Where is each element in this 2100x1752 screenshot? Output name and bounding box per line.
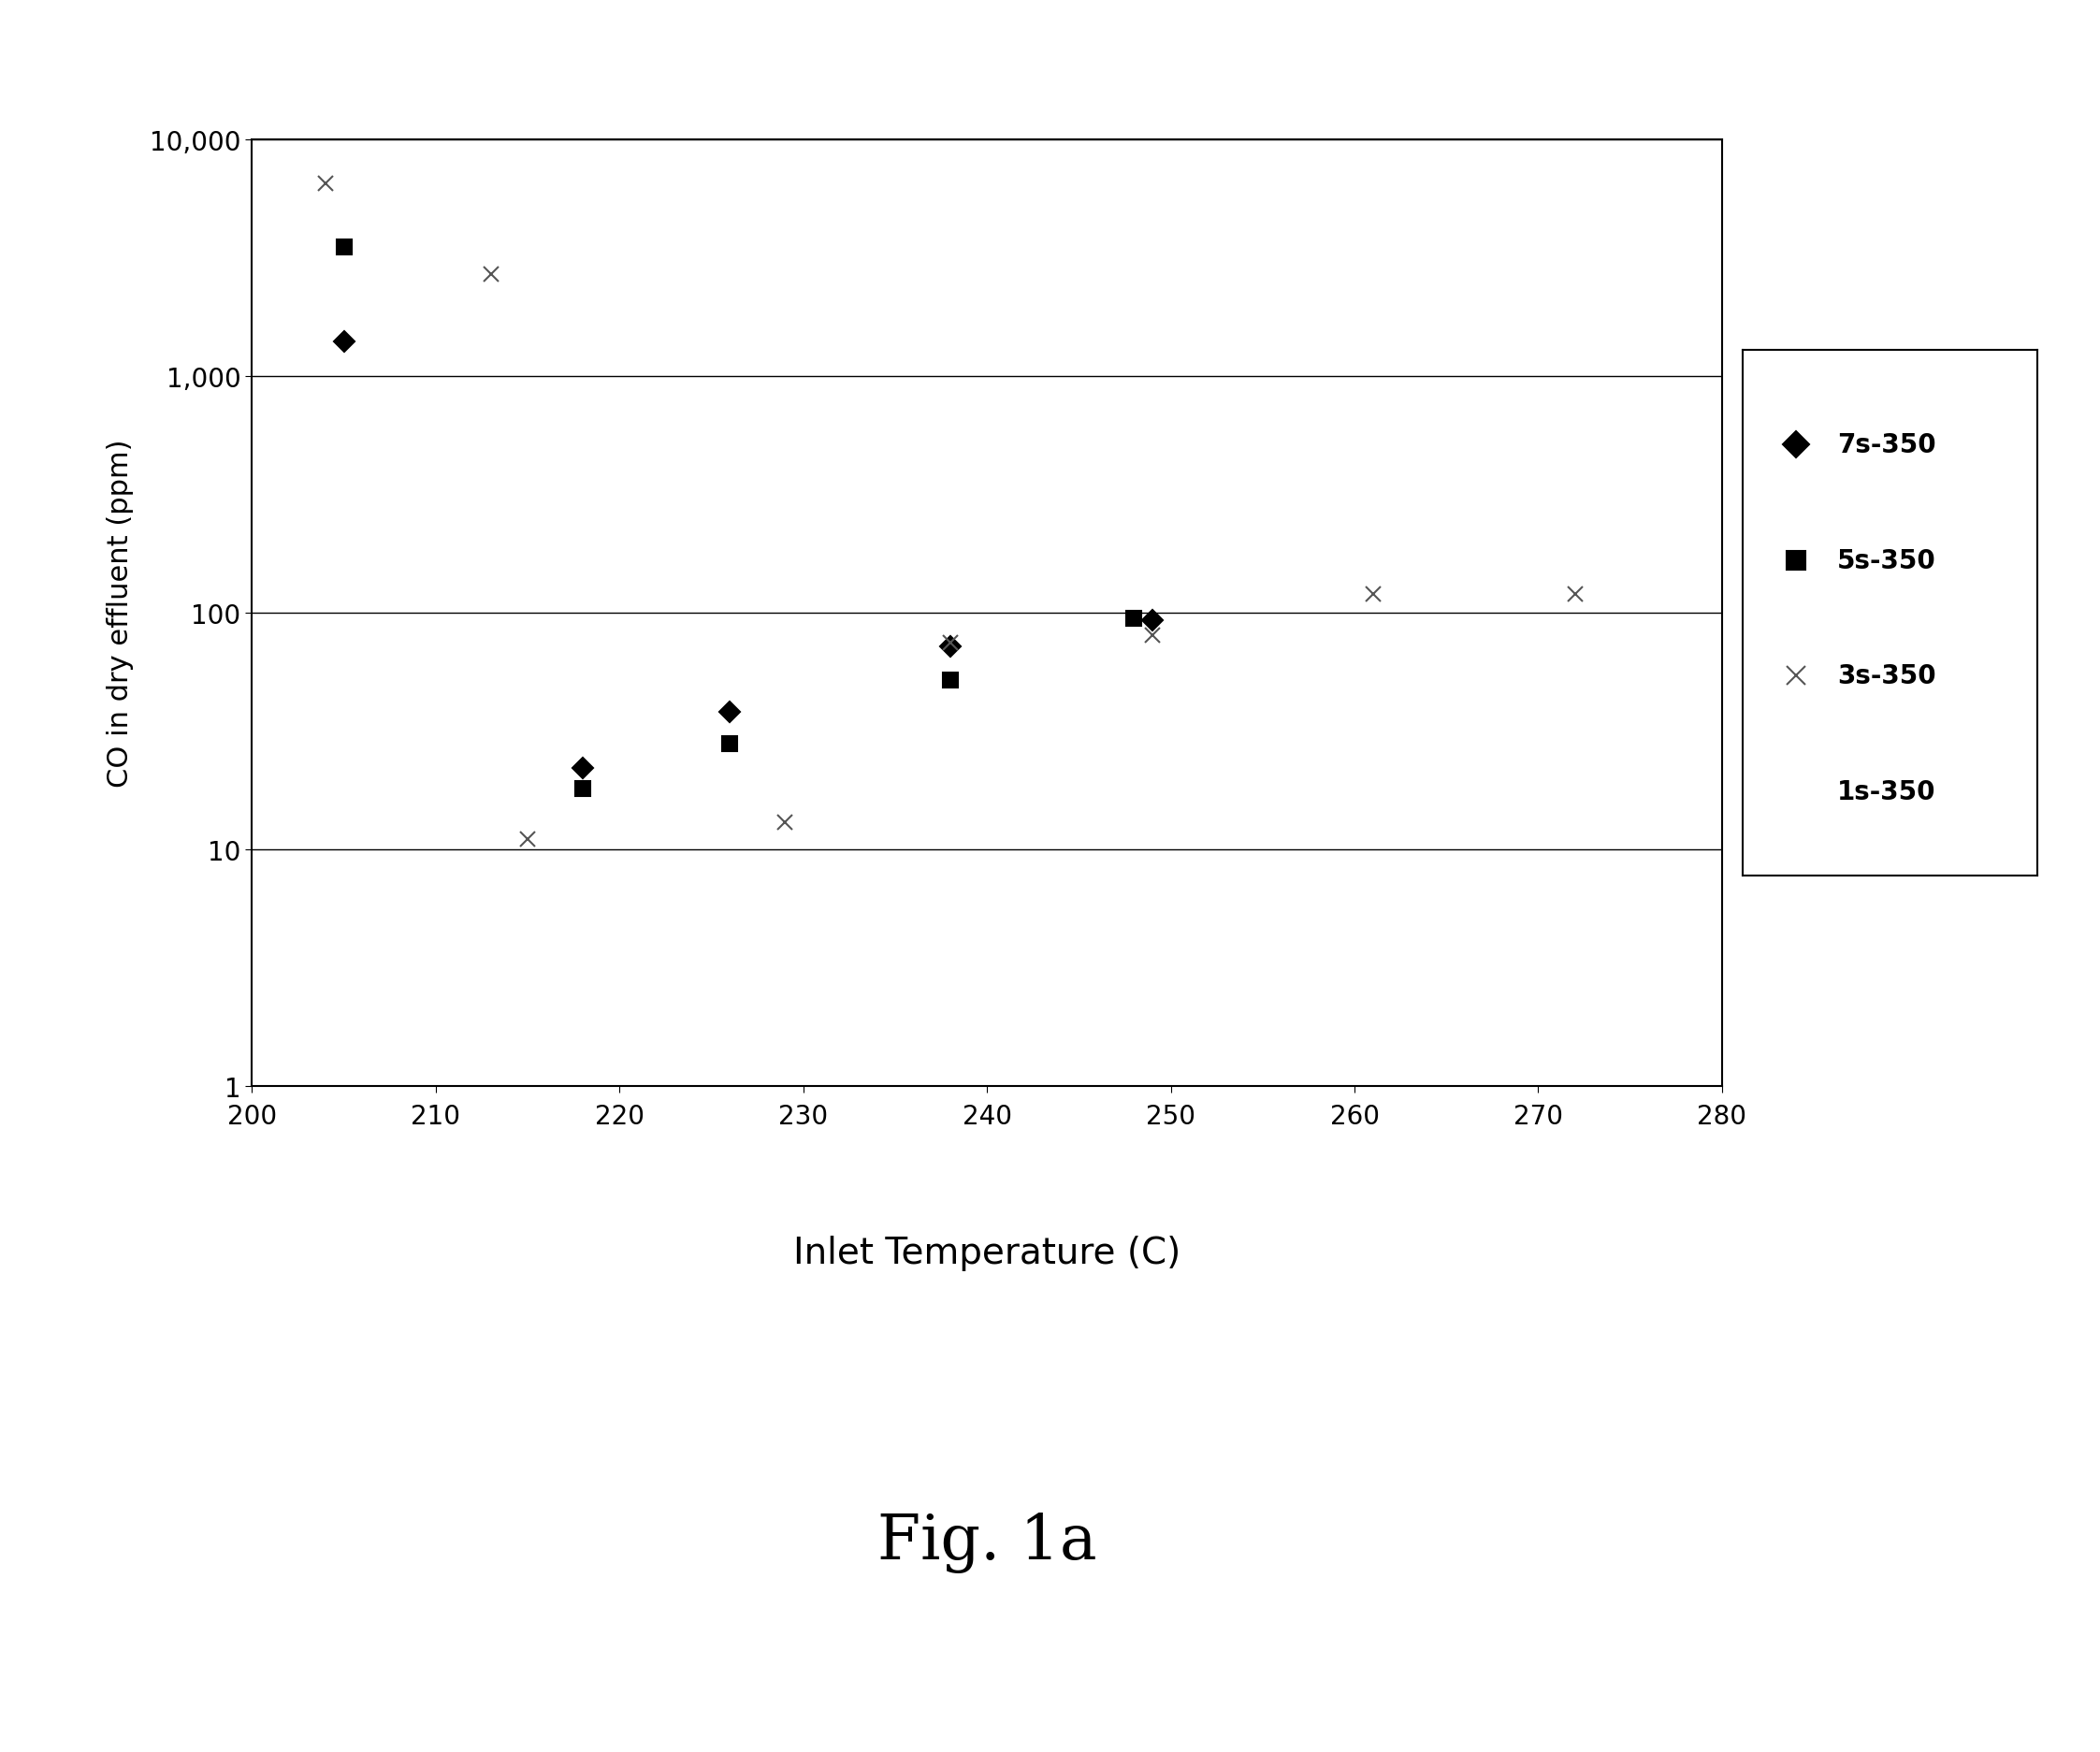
Line: 3s-350: 3s-350 — [319, 177, 1581, 846]
7s-350 — [332, 331, 357, 352]
3s-350 — [1140, 625, 1166, 646]
5s-350 — [571, 780, 596, 801]
5s-350 — [1121, 608, 1147, 629]
3s-350 — [1361, 583, 1386, 604]
Text: 5s-350: 5s-350 — [1838, 548, 1936, 573]
3s-350 — [1562, 583, 1588, 604]
Text: 1s-350: 1s-350 — [1838, 780, 1936, 804]
Line: 5s-350: 5s-350 — [336, 240, 1140, 797]
7s-350 — [1140, 610, 1166, 631]
3s-350 — [313, 173, 338, 194]
5s-350 — [718, 734, 743, 755]
3s-350 — [939, 632, 964, 653]
Text: Inlet Temperature (C): Inlet Temperature (C) — [794, 1235, 1180, 1270]
Text: 3s-350: 3s-350 — [1838, 664, 1936, 689]
3s-350 — [514, 829, 540, 850]
7s-350 — [571, 759, 596, 780]
7s-350 — [718, 703, 743, 724]
5s-350 — [939, 669, 964, 690]
7s-350 — [939, 636, 964, 657]
3s-350 — [479, 265, 504, 286]
Y-axis label: CO in dry effluent (ppm): CO in dry effluent (ppm) — [107, 440, 134, 787]
Text: Fig. 1a: Fig. 1a — [878, 1512, 1096, 1572]
Line: 7s-350: 7s-350 — [336, 335, 1159, 776]
3s-350 — [773, 813, 798, 834]
5s-350 — [332, 238, 357, 259]
Text: 7s-350: 7s-350 — [1838, 433, 1936, 457]
